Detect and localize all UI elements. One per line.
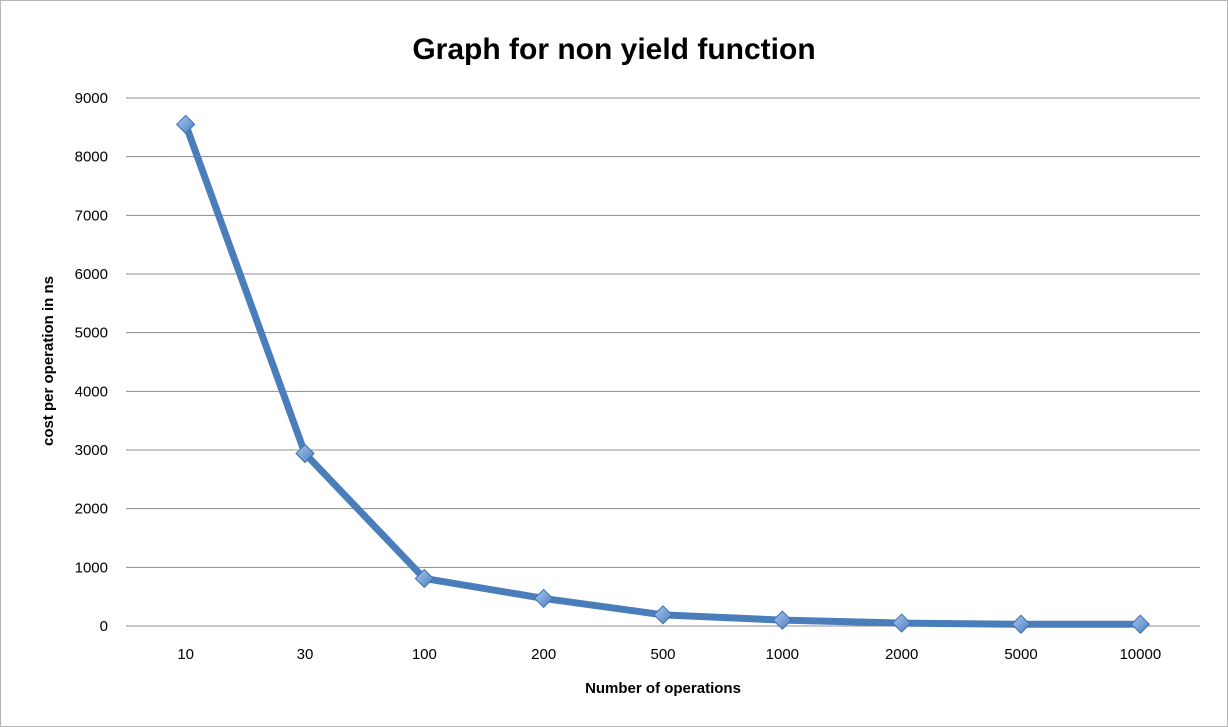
y-tick-label: 5000 xyxy=(75,325,108,342)
x-tick-label: 200 xyxy=(531,646,556,663)
data-point xyxy=(533,588,554,609)
chart-title: Graph for non yield function xyxy=(412,33,815,66)
y-tick-label: 7000 xyxy=(75,207,108,224)
data-point xyxy=(175,114,196,135)
y-tick-label: 0 xyxy=(100,618,108,635)
x-tick-label: 500 xyxy=(650,646,675,663)
y-tick-label: 2000 xyxy=(75,501,108,518)
x-tick-label: 30 xyxy=(297,646,314,663)
y-tick-label: 4000 xyxy=(75,383,108,400)
gridlines xyxy=(126,97,1200,627)
x-axis-ticks: 10 30 100 200 500 1000 2000 5000 10000 xyxy=(177,646,1161,663)
data-point xyxy=(653,605,673,625)
x-tick-label: 100 xyxy=(412,646,437,663)
y-tick-label: 6000 xyxy=(75,266,108,283)
data-point xyxy=(891,613,912,633)
data-series xyxy=(175,114,1151,634)
x-tick-label: 2000 xyxy=(885,646,918,663)
data-point xyxy=(414,568,435,589)
y-tick-label: 9000 xyxy=(75,90,108,107)
data-point xyxy=(1130,614,1151,634)
x-axis-title: Number of operations xyxy=(585,680,741,697)
y-axis-title: cost per operation in ns xyxy=(40,276,57,446)
y-tick-label: 1000 xyxy=(75,559,108,576)
y-axis-ticks: 0 1000 2000 3000 4000 5000 6000 7000 8000 9000 xyxy=(75,90,108,635)
x-tick-label: 10000 xyxy=(1119,646,1161,663)
y-tick-label: 3000 xyxy=(75,442,108,459)
x-tick-label: 10 xyxy=(177,646,194,663)
y-tick-label: 8000 xyxy=(75,149,108,166)
data-point xyxy=(1011,614,1031,634)
x-tick-label: 5000 xyxy=(1004,646,1037,663)
data-point xyxy=(772,610,793,630)
series-line xyxy=(182,120,1144,628)
data-point xyxy=(295,443,315,464)
x-tick-label: 1000 xyxy=(766,646,799,663)
